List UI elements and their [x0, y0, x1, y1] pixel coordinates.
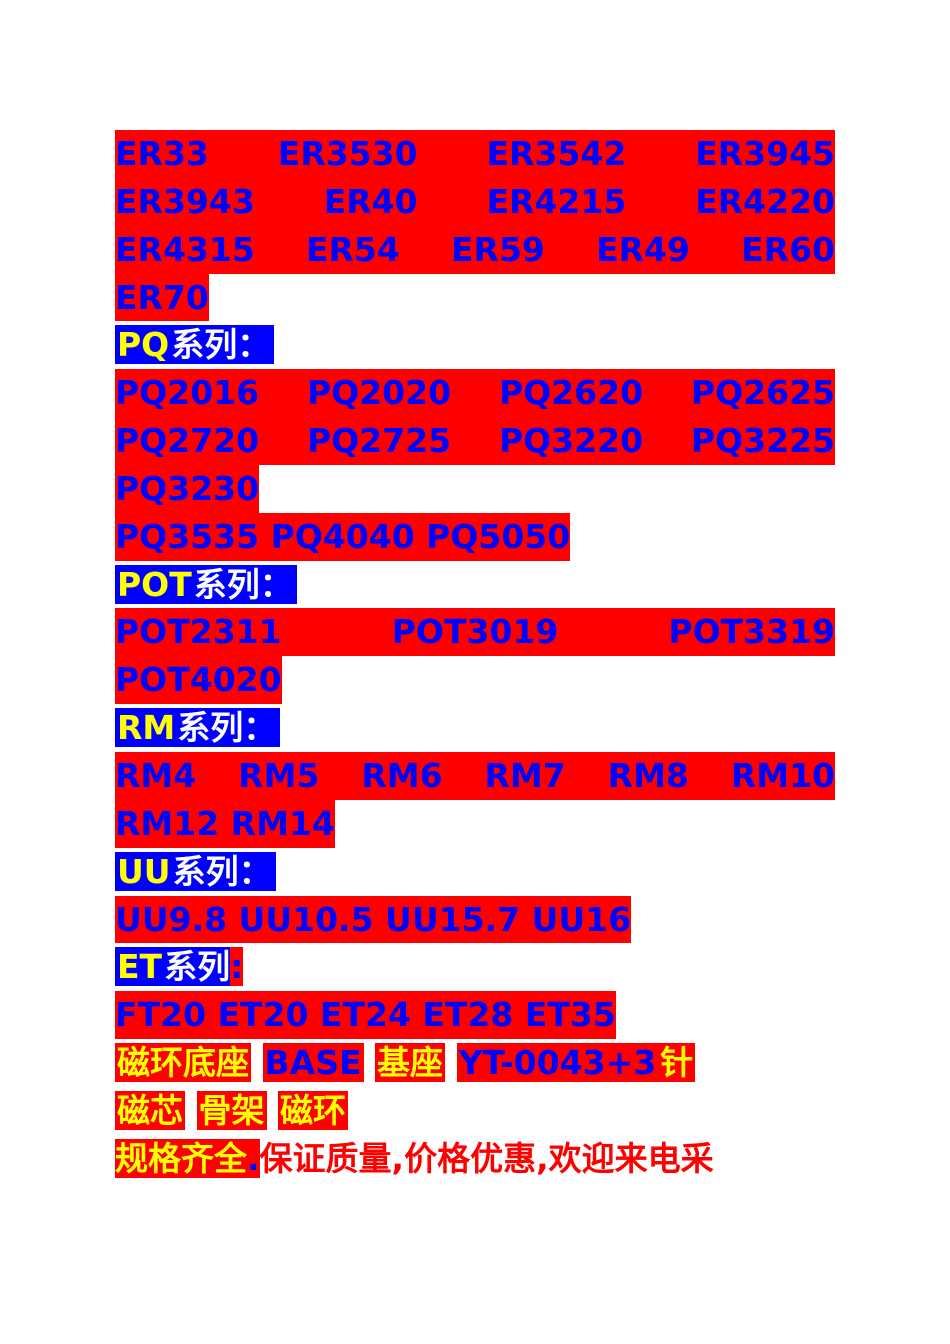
pq-prefix: PQ [115, 325, 171, 364]
base-seg-7: 骨架 [197, 1091, 267, 1130]
rm-series-heading: RM系列： [115, 704, 835, 752]
et-prefix: ET [115, 947, 164, 986]
footer-s1: 规格齐全 [115, 1139, 247, 1178]
er-line-2: ER3943 ER40 ER4215 ER4220 [115, 178, 835, 226]
base-line-1: 磁环底座 BASE 基座 YT-0043+3针 [115, 1039, 835, 1087]
pq-line-2: PQ2720 PQ2725 PQ3220 PQ3225 [115, 417, 835, 465]
pot-series-heading: POT系列： [115, 561, 835, 609]
pq-line-1: PQ2016 PQ2020 PQ2620 PQ2625 [115, 369, 835, 417]
base-seg-3: 基座 [375, 1043, 445, 1082]
pq-series-items: PQ2016 PQ2020 PQ2620 PQ2625 PQ2720 PQ272… [115, 369, 835, 560]
uu-series-heading: UU系列： [115, 848, 835, 896]
base-seg-8: 磁环 [278, 1091, 348, 1130]
uu-prefix: UU [115, 852, 173, 891]
footer-c1: , [392, 1139, 405, 1178]
footer-s2: 保证质量 [260, 1139, 392, 1178]
rm-line-2: RM12 RM14 [115, 800, 335, 848]
et-series-heading: ET系列: [115, 943, 835, 991]
base-line-2: 磁芯 骨架 磁环 [115, 1087, 835, 1135]
base-seg-2: BASE [263, 1043, 364, 1082]
footer-c2: , [536, 1139, 549, 1178]
rm-prefix: RM [115, 708, 177, 747]
base-seg-6: 磁芯 [115, 1091, 185, 1130]
rm-line-1: RM4 RM5 RM6 RM7 RM8 RM10 [115, 752, 835, 800]
footer-p1: . [247, 1139, 260, 1178]
pot-line-1: POT2311 POT3019 POT3319 [115, 608, 835, 656]
pq-suffix: 系列： [171, 325, 274, 364]
pq-line-4: PQ3535 PQ4040 PQ5050 [115, 513, 570, 561]
et-suffix: 系列 [164, 947, 230, 986]
pot-line-2: POT4020 [115, 656, 282, 704]
footer-s4: 欢迎来电采 [549, 1139, 714, 1178]
footer-line: 规格齐全.保证质量,价格优惠,欢迎来电采 [115, 1135, 835, 1183]
uu-items: UU9.8 UU10.5 UU15.7 UU16 [115, 896, 631, 944]
pot-prefix: POT [115, 565, 194, 604]
er-line-4: ER70 [115, 274, 209, 322]
uu-suffix: 系列： [173, 852, 276, 891]
rm-series-items: RM4 RM5 RM6 RM7 RM8 RM10 RM12 RM14 [115, 752, 835, 848]
pq-line-3: PQ3230 [115, 465, 259, 513]
pot-suffix: 系列： [194, 565, 297, 604]
et-colon: : [230, 947, 243, 986]
base-seg-5: 针 [658, 1043, 695, 1082]
er-series-items: ER33 ER3530 ER3542 ER3945 ER3943 ER40 ER… [115, 130, 835, 321]
pot-series-items: POT2311 POT3019 POT3319 POT4020 [115, 608, 835, 704]
er-line-3: ER4315 ER54 ER59 ER49 ER60 [115, 226, 835, 274]
pq-series-heading: PQ系列： [115, 321, 835, 369]
base-seg-4: YT-0043+3 [457, 1043, 659, 1082]
rm-suffix: 系列： [177, 708, 280, 747]
footer-s3: 价格优惠 [404, 1139, 536, 1178]
base-seg-1: 磁环底座 [115, 1043, 251, 1082]
document-body: ER33 ER3530 ER3542 ER3945 ER3943 ER40 ER… [115, 130, 835, 1183]
et-items: FT20 ET20 ET24 ET28 ET35 [115, 991, 616, 1039]
er-line-1: ER33 ER3530 ER3542 ER3945 [115, 130, 835, 178]
